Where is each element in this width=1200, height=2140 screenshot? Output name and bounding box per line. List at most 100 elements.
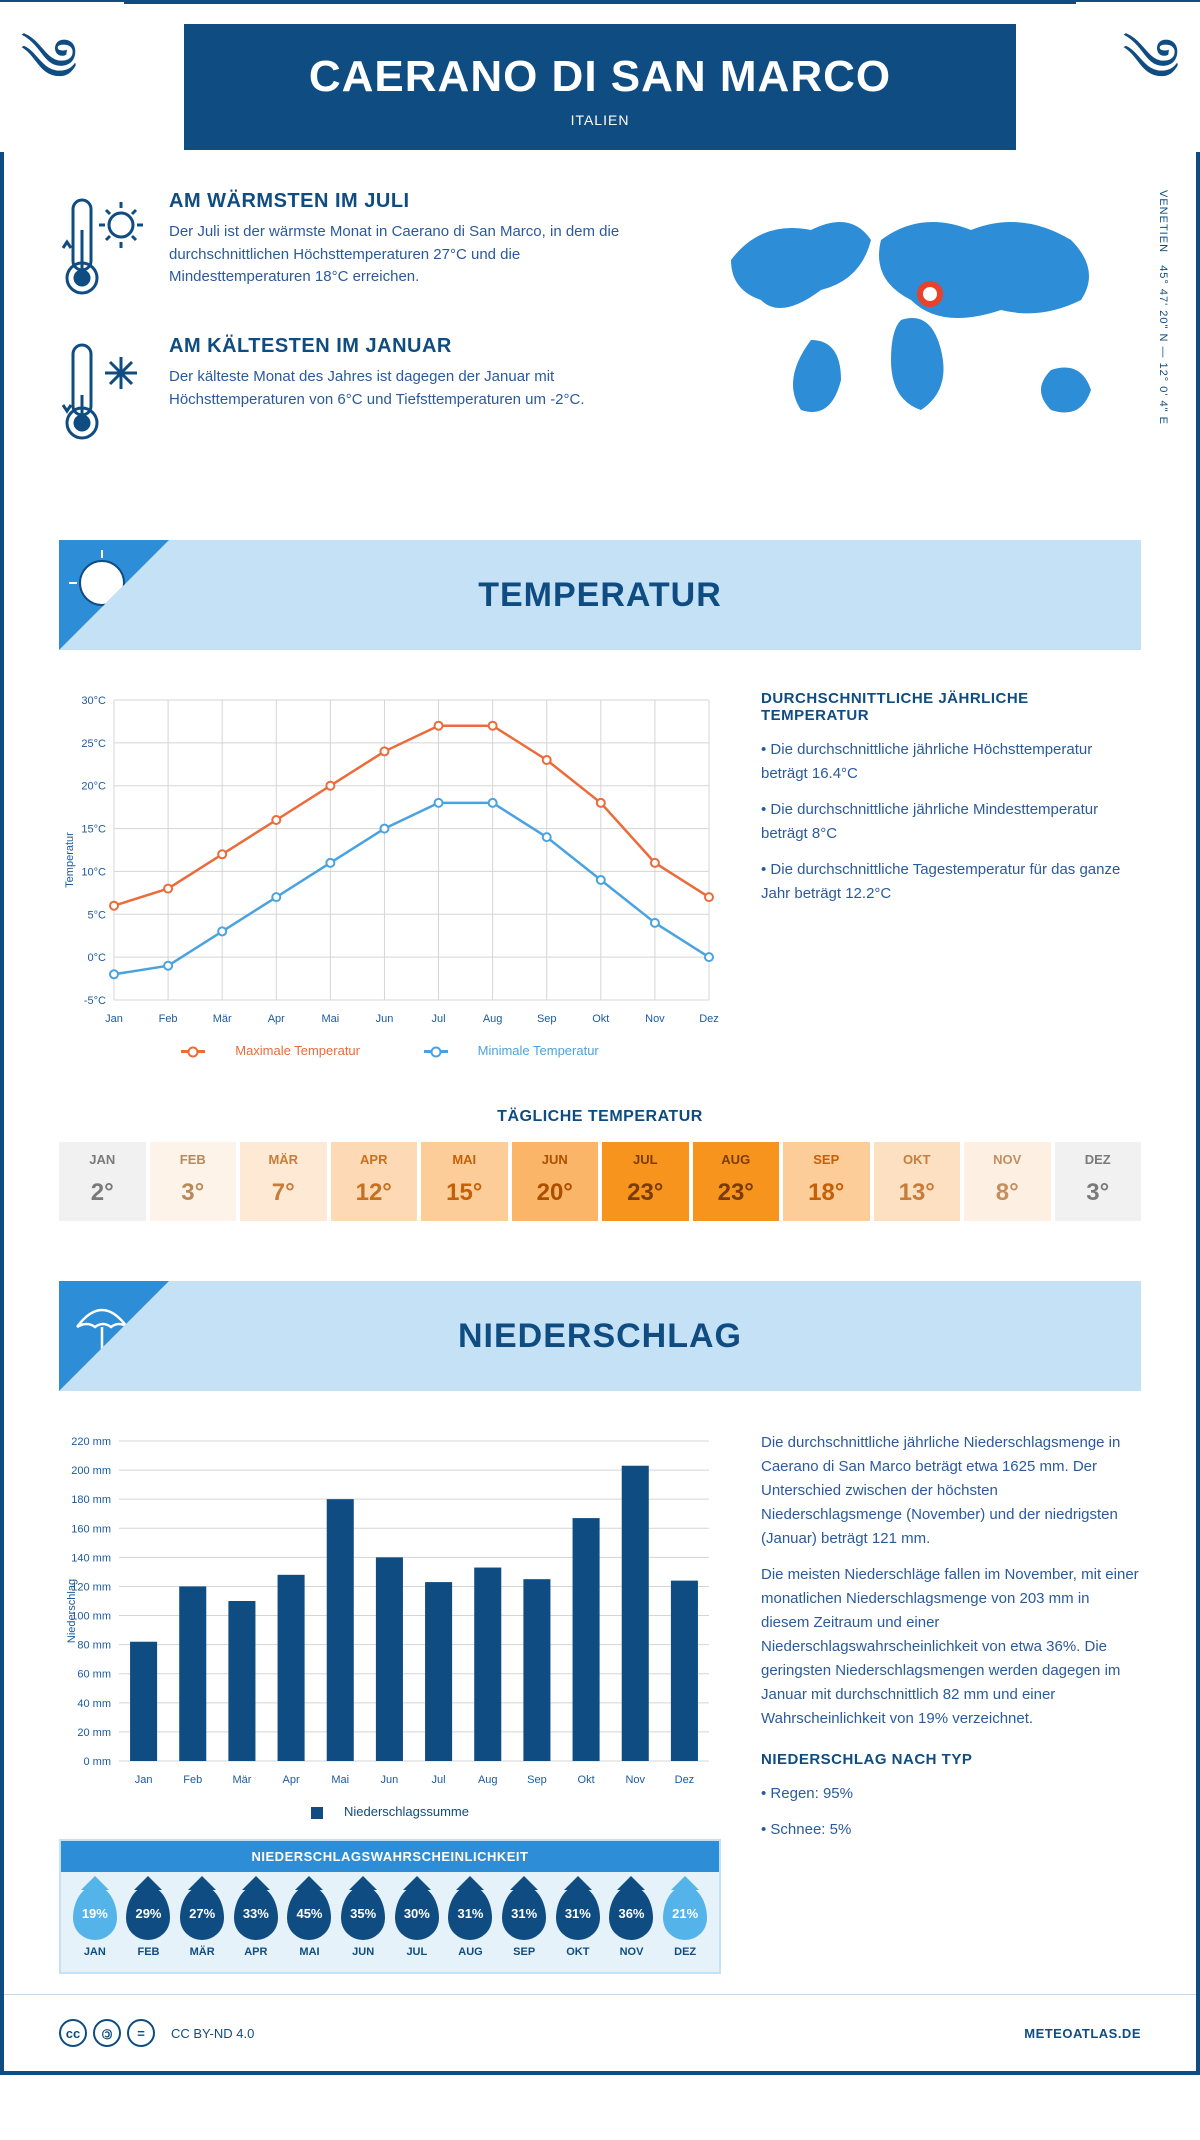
svg-text:Jun: Jun — [376, 1013, 394, 1025]
precip-prob-cell: 31%SEP — [498, 1886, 550, 1958]
svg-text:Okt: Okt — [592, 1013, 609, 1025]
svg-text:10°C: 10°C — [81, 866, 106, 878]
svg-text:Jun: Jun — [381, 1774, 399, 1786]
svg-text:20 mm: 20 mm — [77, 1727, 111, 1739]
svg-text:Jan: Jan — [135, 1774, 153, 1786]
svg-text:Dez: Dez — [699, 1013, 719, 1025]
coldest-block: AM KÄLTESTEN IM JANUAR Der kälteste Mona… — [59, 335, 661, 450]
precip-type-bullet: Regen: 95% — [761, 1782, 1141, 1806]
country-subtitle: ITALIEN — [204, 112, 996, 128]
temperature-legend: Maximale Temperatur Minimale Temperatur — [59, 1043, 721, 1058]
page-footer: cc 🄯 = CC BY-ND 4.0 METEOATLAS.DE — [4, 1994, 1196, 2071]
daily-temp-cell: SEP18° — [783, 1142, 870, 1221]
svg-text:40 mm: 40 mm — [77, 1698, 111, 1710]
daily-temp-cell: FEB3° — [150, 1142, 237, 1221]
svg-text:Sep: Sep — [537, 1013, 557, 1025]
temperature-line-chart: -5°C0°C5°C10°C15°C20°C25°C30°CJanFebMärA… — [59, 690, 719, 1030]
svg-text:Mai: Mai — [331, 1774, 349, 1786]
svg-text:60 mm: 60 mm — [77, 1669, 111, 1681]
precip-prob-cell: 35%JUN — [337, 1886, 389, 1958]
coordinates-label: VENETIEN 45° 47' 20" N — 12° 0' 4" E — [1157, 190, 1169, 425]
daily-temp-cell: AUG23° — [693, 1142, 780, 1221]
precip-prob-heading: NIEDERSCHLAGSWAHRSCHEINLICHKEIT — [61, 1841, 719, 1872]
svg-text:Nov: Nov — [625, 1774, 645, 1786]
precip-prob-cell: 31%AUG — [445, 1886, 497, 1958]
location-pin-icon — [917, 281, 943, 307]
precip-prob-cell: 19%JAN — [69, 1886, 121, 1958]
daily-temp-cell: APR12° — [331, 1142, 418, 1221]
umbrella-icon — [59, 1281, 169, 1391]
svg-text:Nov: Nov — [645, 1013, 665, 1025]
svg-text:Mär: Mär — [232, 1774, 251, 1786]
daily-temperature-grid: JAN2°FEB3°MÄR7°APR12°MAI15°JUN20°JUL23°A… — [4, 1142, 1196, 1261]
precip-prob-cell: 27%MÄR — [176, 1886, 228, 1958]
warmest-text: Der Juli ist der wärmste Monat in Caeran… — [169, 221, 661, 289]
wind-decoration-right: ༄ — [1076, 2, 1200, 152]
daily-temp-cell: MÄR7° — [240, 1142, 327, 1221]
warmest-heading: AM WÄRMSTEN IM JULI — [169, 190, 661, 213]
by-icon: 🄯 — [93, 2019, 121, 2047]
thermometer-sun-icon — [59, 190, 149, 305]
cc-icon: cc — [59, 2019, 87, 2047]
precip-type-heading: NIEDERSCHLAG NACH TYP — [761, 1751, 1141, 1768]
precip-type-list: Regen: 95%Schnee: 5% — [761, 1782, 1141, 1842]
precip-prob-cell: 36%NOV — [606, 1886, 658, 1958]
daily-temp-heading: TÄGLICHE TEMPERATUR — [4, 1108, 1196, 1126]
precipitation-legend: Niederschlagssumme — [59, 1804, 721, 1819]
svg-text:160 mm: 160 mm — [71, 1523, 111, 1535]
daily-temp-cell: OKT13° — [874, 1142, 961, 1221]
svg-text:220 mm: 220 mm — [71, 1436, 111, 1448]
svg-text:Okt: Okt — [578, 1774, 595, 1786]
svg-text:30°C: 30°C — [81, 695, 106, 707]
svg-text:Jul: Jul — [432, 1774, 446, 1786]
svg-text:Temperatur: Temperatur — [64, 832, 76, 888]
precip-prob-cell: 30%JUL — [391, 1886, 443, 1958]
temp-bullet: Die durchschnittliche jährliche Höchstte… — [761, 738, 1141, 786]
precipitation-probability-panel: NIEDERSCHLAGSWAHRSCHEINLICHKEIT 19%JAN29… — [59, 1839, 721, 1974]
coldest-text: Der kälteste Monat des Jahres ist dagege… — [169, 366, 661, 411]
svg-text:15°C: 15°C — [81, 824, 106, 836]
precip-prob-cell: 45%MAI — [284, 1886, 336, 1958]
svg-text:200 mm: 200 mm — [71, 1465, 111, 1477]
svg-text:20°C: 20°C — [81, 781, 106, 793]
daily-temp-cell: JUN20° — [512, 1142, 599, 1221]
svg-text:-5°C: -5°C — [84, 995, 106, 1007]
daily-temp-cell: MAI15° — [421, 1142, 508, 1221]
precipitation-section-banner: NIEDERSCHLAG — [59, 1281, 1141, 1391]
svg-text:Apr: Apr — [283, 1774, 300, 1786]
precipitation-bar-chart: 0 mm20 mm40 mm60 mm80 mm100 mm120 mm140 … — [59, 1431, 719, 1791]
precip-paragraph-1: Die durchschnittliche jährliche Niedersc… — [761, 1431, 1141, 1551]
brand-label: METEOATLAS.DE — [1024, 2026, 1141, 2041]
daily-temp-cell: DEZ3° — [1055, 1142, 1142, 1221]
page-header: CAERANO DI SAN MARCO ITALIEN — [184, 24, 1016, 150]
precip-prob-cell: 31%OKT — [552, 1886, 604, 1958]
svg-text:Jul: Jul — [432, 1013, 446, 1025]
temp-bullets-list: Die durchschnittliche jährliche Höchstte… — [761, 738, 1141, 906]
svg-text:0°C: 0°C — [88, 952, 107, 964]
daily-temp-cell: NOV8° — [964, 1142, 1051, 1221]
svg-text:Aug: Aug — [478, 1774, 498, 1786]
world-map — [701, 190, 1141, 430]
svg-text:Mär: Mär — [213, 1013, 232, 1025]
daily-temp-cell: JAN2° — [59, 1142, 146, 1221]
daily-temp-cell: JUL23° — [602, 1142, 689, 1221]
thermometer-snow-icon — [59, 335, 149, 450]
precip-prob-cell: 29%FEB — [123, 1886, 175, 1958]
svg-text:140 mm: 140 mm — [71, 1552, 111, 1564]
sun-icon — [59, 540, 169, 650]
temp-avg-heading: DURCHSCHNITTLICHE JÄHRLICHE TEMPERATUR — [761, 690, 1141, 724]
temp-bullet: Die durchschnittliche jährliche Mindestt… — [761, 798, 1141, 846]
svg-text:Sep: Sep — [527, 1774, 547, 1786]
svg-text:Feb: Feb — [183, 1774, 202, 1786]
svg-text:25°C: 25°C — [81, 738, 106, 750]
svg-text:Apr: Apr — [268, 1013, 285, 1025]
svg-text:Mai: Mai — [321, 1013, 339, 1025]
license-label: CC BY-ND 4.0 — [171, 2026, 254, 2041]
svg-text:5°C: 5°C — [88, 909, 107, 921]
precip-prob-cell: 33%APR — [230, 1886, 282, 1958]
temperature-heading: TEMPERATUR — [478, 576, 722, 615]
svg-text:0 mm: 0 mm — [84, 1756, 112, 1768]
svg-text:Dez: Dez — [675, 1774, 695, 1786]
svg-text:Jan: Jan — [105, 1013, 123, 1025]
warmest-block: AM WÄRMSTEN IM JULI Der Juli ist der wär… — [59, 190, 661, 305]
